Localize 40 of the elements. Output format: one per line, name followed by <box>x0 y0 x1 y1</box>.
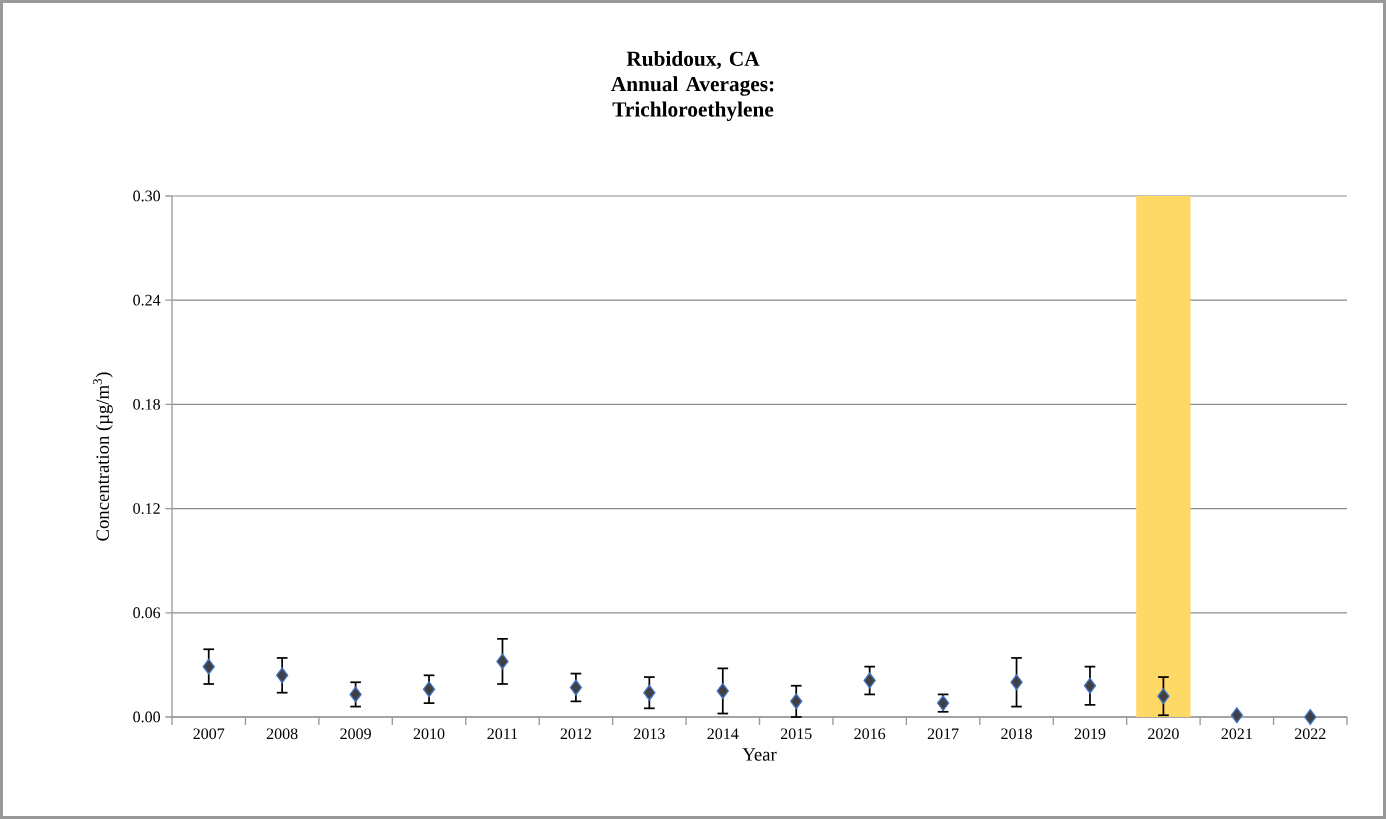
x-tick-label: 2018 <box>1001 728 1032 740</box>
point <box>1157 688 1170 705</box>
point <box>1010 674 1023 691</box>
y-tick-label: 0.12 <box>133 503 160 515</box>
point <box>569 679 583 696</box>
point <box>1083 677 1097 694</box>
point <box>496 653 509 670</box>
x-tick-label: 2014 <box>707 728 739 740</box>
x-tick-label: 2021 <box>1221 728 1252 740</box>
point <box>1304 709 1317 726</box>
point <box>790 693 803 710</box>
point <box>1230 707 1244 724</box>
point <box>643 684 656 701</box>
x-tick-label: 2012 <box>560 728 592 740</box>
y-tick-label: 0.06 <box>133 607 161 619</box>
x-tick-label: 2009 <box>340 728 371 740</box>
x-tick-label: 2013 <box>634 728 665 740</box>
chart-title: Rubidoux, CA Annual Averages: Trichloroethylene <box>611 50 774 122</box>
point <box>202 658 215 675</box>
point <box>422 681 436 698</box>
y-tick-label: 0.18 <box>133 398 161 410</box>
x-tick-label: 2008 <box>266 728 298 740</box>
x-tick-label: 2016 <box>854 728 886 740</box>
point <box>716 682 729 699</box>
x-tick-label: 2011 <box>487 728 518 740</box>
point <box>349 686 362 703</box>
y-tick-label: 0.00 <box>133 711 161 723</box>
point <box>863 672 876 689</box>
x-axis-title: Year <box>742 748 777 761</box>
y-tick-label: 0.24 <box>133 294 161 306</box>
x-tick-label: 2017 <box>927 728 959 740</box>
x-tick-label: 2022 <box>1295 728 1326 740</box>
x-tick-label: 2020 <box>1148 728 1179 740</box>
point <box>275 667 289 684</box>
x-tick-label: 2007 <box>193 728 225 740</box>
y-axis-title: Concentration (µg/m$^{3}$) <box>93 372 113 541</box>
x-tick-label: 2010 <box>413 728 445 740</box>
y-tick-label: 0.30 <box>133 190 161 202</box>
x-tick-label: 2019 <box>1074 728 1106 740</box>
x-tick-label: 2015 <box>780 728 812 740</box>
